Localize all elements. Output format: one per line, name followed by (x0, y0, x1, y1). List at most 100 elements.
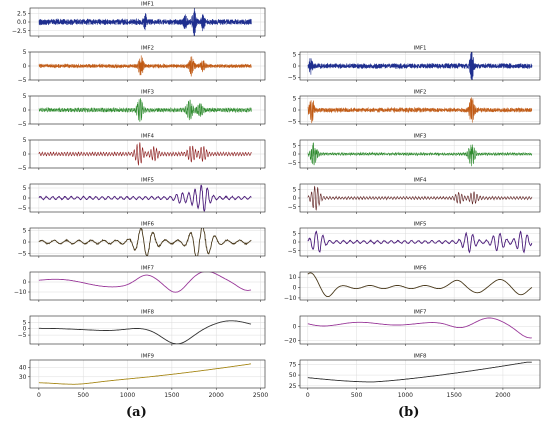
y-tick-label: 0 (293, 107, 297, 114)
subplot-title: IMF6 (141, 222, 155, 228)
y-tick-label: 0 (23, 63, 27, 70)
subplot-b-imf6: IMF6 10 0 −10 (284, 266, 541, 302)
series-line-imf7 (307, 317, 532, 339)
subplot-a-imf3: IMF3 5 0 −5 (18, 90, 266, 128)
y-tick-label: −5 (18, 205, 27, 212)
subplot-b-imf8: IMF8 75 50 25 0 500 1000 1500 2000 (289, 354, 541, 399)
y-tick-label: 0 (293, 285, 297, 292)
series-line-imf6 (307, 272, 533, 298)
subplot-a-imf7: IMF7 0 −10 (14, 266, 266, 302)
y-tick-label: 10 (289, 274, 297, 281)
x-tick-label: 2000 (495, 392, 510, 399)
series-line-imf5 (307, 230, 533, 254)
y-tick-label: 0 (293, 195, 297, 202)
series-line-imf4 (38, 142, 252, 166)
panel-a-label: (a) (126, 405, 147, 420)
axes-frame (29, 315, 266, 345)
subplot-title: IMF9 (141, 354, 155, 360)
subplot-title: IMF1 (413, 46, 426, 52)
y-tick-label: 0 (293, 324, 297, 331)
subplot-title: IMF7 (413, 310, 427, 316)
y-tick-label: −10 (284, 295, 297, 302)
y-tick-label: 30 (19, 374, 27, 381)
axes-frame (299, 315, 541, 345)
x-tick-label: 0 (37, 392, 41, 399)
y-tick-label: −5 (18, 77, 27, 84)
x-tick-label: 500 (77, 392, 89, 399)
subplot-title: IMF1 (141, 2, 154, 8)
y-tick-label: 0 (23, 151, 27, 158)
panel-b: IMF150−5IMF250−5IMF350−5IMF450−5IMF550−5… (284, 46, 541, 399)
panel-a: IMF12.50.0−2.5IMF250−5IMF350−5IMF450−5IM… (12, 2, 268, 400)
axes-frame (29, 271, 266, 301)
series-line-imf3 (38, 98, 252, 122)
x-tick-label: 1500 (447, 392, 462, 399)
y-tick-label: −5 (288, 119, 297, 126)
y-tick-label: −5 (288, 160, 297, 167)
subplot-a-imf8: IMF8 50−5 (18, 310, 266, 346)
y-tick-label: 75 (289, 361, 297, 368)
series-line-imf5 (38, 184, 252, 212)
y-tick-label: −5 (288, 248, 297, 255)
series-line-imf7 (38, 272, 252, 293)
y-tick-label: 5 (293, 230, 297, 237)
x-tick-label: 500 (351, 392, 363, 399)
series-line-imf9 (38, 363, 252, 385)
y-tick-label: 5 (293, 186, 297, 193)
x-tick-label: 2500 (253, 392, 268, 399)
series-line-imf6 (38, 228, 252, 256)
y-tick-label: −5 (18, 251, 27, 258)
subplot-title: IMF8 (413, 354, 427, 360)
y-tick-label: 5 (23, 49, 27, 56)
subplot-a-imf9: IMF9 40 30 0 500 1000 1500 2000 2500 (19, 354, 269, 400)
y-tick-label: 0 (23, 326, 27, 333)
y-tick-label: 5 (23, 319, 27, 326)
subplot-b-imf1: IMF1 5 0 −5 (288, 46, 541, 82)
y-tick-label: 0.0 (17, 19, 27, 26)
series-line-imf8 (38, 320, 252, 344)
y-tick-label: −20 (284, 338, 297, 345)
subplot-b-imf5: IMF5 5 0 −5 (288, 222, 541, 258)
subplot-a-imf6: IMF6 5 0 −5 (18, 222, 266, 258)
y-tick-label: 0 (293, 63, 297, 70)
series-line-imf1 (38, 8, 252, 36)
y-tick-label: 5 (293, 51, 297, 58)
subplot-b-imf3: IMF3 5 0 −5 (288, 134, 541, 170)
y-tick-label: 0 (23, 195, 27, 202)
y-tick-label: −5 (18, 165, 27, 172)
y-tick-label: −10 (14, 289, 27, 296)
x-tick-label: 1500 (164, 392, 179, 399)
subplot-title: IMF8 (141, 310, 155, 316)
y-tick-label: 0 (293, 151, 297, 158)
x-tick-label: 0 (306, 392, 310, 399)
y-tick-label: 2.5 (17, 10, 27, 17)
series-line-imf1 (307, 52, 533, 80)
subplot-title: IMF6 (413, 266, 427, 272)
axes-frame (299, 271, 541, 301)
subplot-a-imf2: IMF2 5 0 −5 (18, 46, 266, 84)
subplot-title: IMF3 (413, 134, 427, 140)
axes-frame (299, 359, 541, 389)
y-tick-label: 0 (23, 107, 27, 114)
series-line-imf2 (38, 55, 252, 77)
y-tick-label: 5 (293, 95, 297, 102)
subplot-title: IMF2 (413, 90, 426, 96)
subplot-b-imf4: IMF4 5 0 −5 (288, 178, 541, 214)
y-tick-label: 0 (293, 239, 297, 246)
y-tick-label: 5 (293, 142, 297, 149)
y-tick-label: 5 (23, 137, 27, 144)
subplot-title: IMF5 (141, 178, 155, 184)
series-line-imf8 (307, 361, 532, 383)
y-tick-label: 5 (23, 227, 27, 234)
y-tick-label: −5 (18, 332, 27, 339)
series-line-imf3 (307, 142, 533, 167)
subplot-title: IMF5 (413, 222, 427, 228)
subplot-a-imf1: IMF1 2.5 0.0 −2.5 (12, 2, 266, 38)
y-tick-label: −5 (288, 204, 297, 211)
subplot-title: IMF7 (141, 266, 155, 272)
subplot-b-imf2: IMF2 5 0 −5 (288, 90, 541, 126)
panel-b-label: (b) (398, 405, 420, 420)
axes-frame (29, 359, 266, 389)
y-tick-label: 5 (23, 93, 27, 100)
